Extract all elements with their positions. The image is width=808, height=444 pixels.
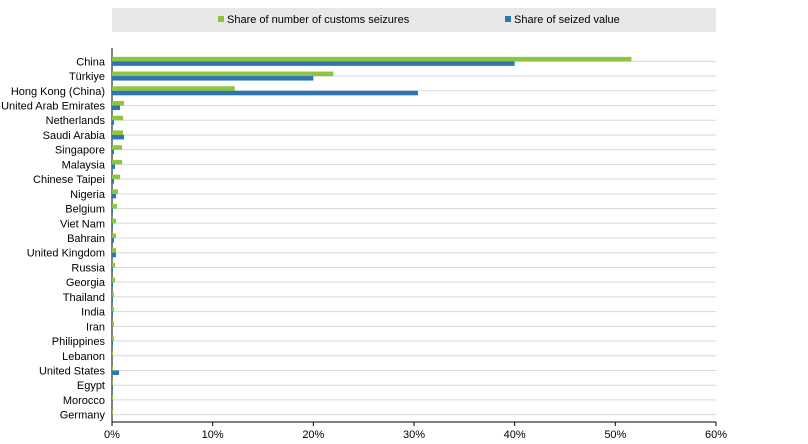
x-axis-ticks: 0% 10% 20% 30% 40% 50% 60% <box>104 422 727 441</box>
bar <box>112 365 114 371</box>
bar <box>112 56 632 62</box>
bar <box>112 120 115 125</box>
bar <box>112 380 114 386</box>
x-tick-label: 20% <box>302 429 324 441</box>
bar <box>112 277 116 283</box>
bar <box>112 189 119 194</box>
category-label: Bahrain <box>67 233 105 245</box>
x-tick-label: 60% <box>705 429 727 441</box>
category-label: Viet Nam <box>60 218 105 230</box>
bar <box>112 292 115 297</box>
category-label: Philippines <box>52 336 106 348</box>
category-label: Malaysia <box>62 159 106 171</box>
category-label: United Kingdom <box>27 248 105 260</box>
bar <box>112 174 121 180</box>
category-label: Georgia <box>66 277 106 289</box>
bar <box>112 282 114 287</box>
bar <box>112 296 114 302</box>
bar <box>112 336 115 342</box>
bar <box>112 193 117 199</box>
bar <box>112 262 116 268</box>
bar <box>112 307 115 312</box>
bar <box>112 385 114 390</box>
legend: Share of number of customs seizures Share… <box>218 14 620 26</box>
x-tick-label: 40% <box>504 429 526 441</box>
bar <box>112 233 117 238</box>
bar <box>112 159 123 165</box>
bar <box>112 267 114 272</box>
category-label: Thailand <box>63 292 105 304</box>
legend-swatch <box>505 16 511 22</box>
bar <box>112 179 115 184</box>
category-label: Russia <box>71 262 106 274</box>
legend-label: Share of number of customs seizures <box>227 14 410 26</box>
bar <box>112 130 124 135</box>
bar <box>112 218 117 224</box>
bar <box>112 71 334 77</box>
legend-box <box>112 8 716 32</box>
category-label: China <box>76 56 106 68</box>
plot-area <box>112 46 716 422</box>
category-label: Türkiye <box>69 71 105 83</box>
category-label: United Arab Emirates <box>1 101 105 113</box>
category-label: Morocco <box>63 395 105 407</box>
bar <box>112 321 115 327</box>
category-label: Nigeria <box>70 189 106 201</box>
x-tick-label: 10% <box>202 429 224 441</box>
bars <box>112 56 632 415</box>
bar <box>112 252 117 258</box>
bar <box>112 238 115 243</box>
gridlines <box>111 48 716 422</box>
category-labels: China Türkiye Hong Kong (China) United Arab… <box>1 56 106 421</box>
bar <box>112 410 114 415</box>
bar <box>112 395 114 400</box>
bar <box>112 101 125 106</box>
bar <box>112 90 419 96</box>
category-label: Netherlands <box>46 115 106 127</box>
category-label: Chinese Taipei <box>33 174 105 186</box>
category-label: Egypt <box>77 380 105 392</box>
x-tick-label: 30% <box>403 429 425 441</box>
bar <box>112 223 114 228</box>
bar <box>112 86 235 91</box>
category-label: Singapore <box>55 145 105 157</box>
bar <box>112 208 114 214</box>
category-label: United States <box>39 365 106 377</box>
legend-swatch <box>218 16 224 22</box>
bar <box>112 145 123 150</box>
category-label: India <box>81 307 106 319</box>
bar <box>112 341 114 346</box>
bar <box>112 311 114 317</box>
bar <box>112 115 124 121</box>
bar <box>112 61 515 66</box>
bar <box>112 134 125 140</box>
x-tick-label: 0% <box>104 429 120 441</box>
bar <box>112 149 115 155</box>
bar <box>112 351 114 356</box>
category-label: Lebanon <box>62 351 105 363</box>
category-label: Iran <box>86 321 105 333</box>
legend-label: Share of seized value <box>514 14 620 26</box>
bar <box>112 248 117 253</box>
bar <box>112 204 118 209</box>
category-label: Germany <box>60 410 106 422</box>
category-label: Saudi Arabia <box>43 130 106 142</box>
category-label: Hong Kong (China) <box>11 86 105 98</box>
category-label: Belgium <box>65 204 105 216</box>
bar <box>112 76 314 81</box>
bar <box>112 164 116 169</box>
bar <box>112 105 121 111</box>
x-tick-label: 50% <box>604 429 626 441</box>
bar <box>112 370 120 375</box>
